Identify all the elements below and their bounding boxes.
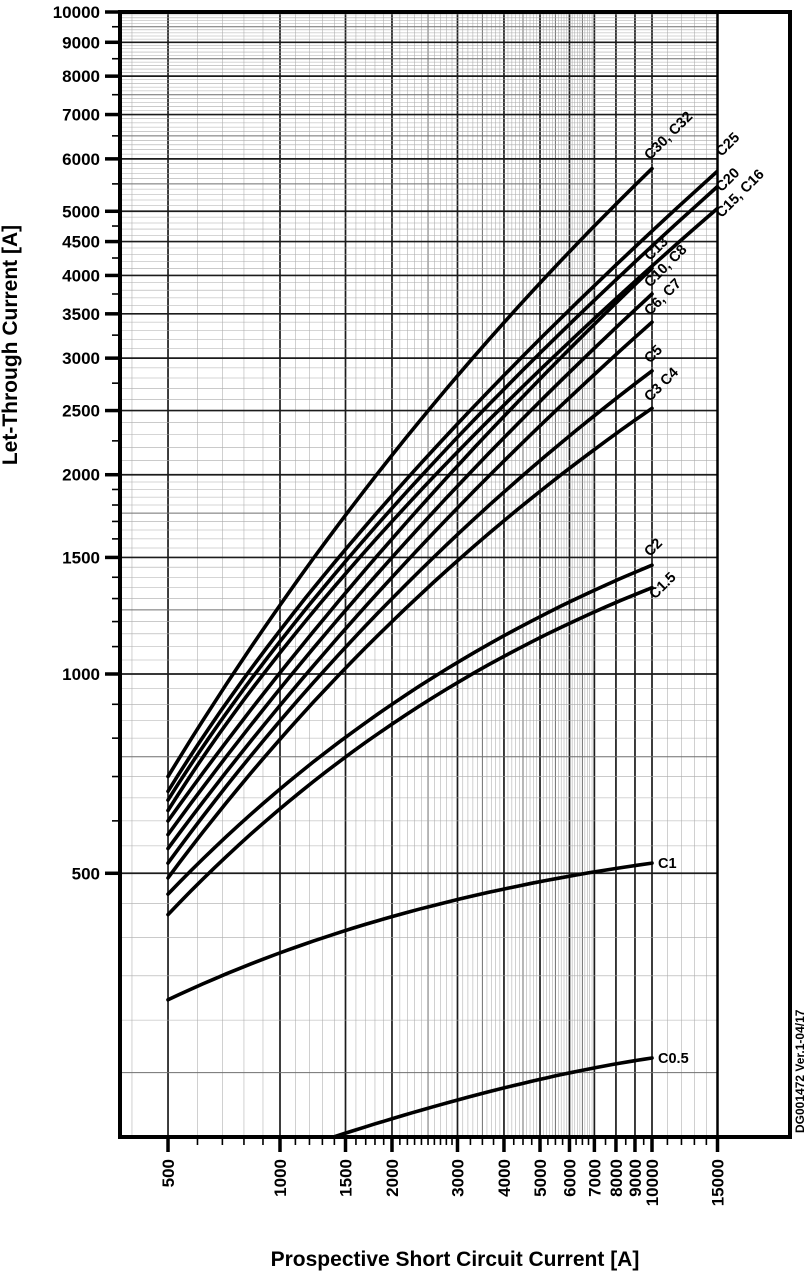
curve-c13 <box>166 266 654 823</box>
outer-border <box>118 10 792 1139</box>
y-tick-label: 2000 <box>62 466 100 485</box>
x-tick-label: 5000 <box>531 1159 550 1197</box>
y-tick-label: 3000 <box>62 349 100 368</box>
y-tick-label: 6000 <box>62 150 100 169</box>
x-tick-label: 3000 <box>449 1159 468 1197</box>
curve-c0.5 <box>332 1056 654 1137</box>
x-tick-label: 8000 <box>607 1159 626 1197</box>
curve-label-c0.5: C0.5 <box>658 1051 689 1067</box>
y-tick-label: 2500 <box>62 402 100 421</box>
curve-c10-c8 <box>166 292 654 837</box>
doc-ref-watermark: DG001472 Ver.1-04/17 <box>793 1009 807 1133</box>
curve-c5 <box>166 369 654 865</box>
curve-c15-c16 <box>166 206 718 813</box>
curve-c20 <box>166 184 718 802</box>
y-tick-label: 5000 <box>62 202 100 221</box>
plot-frame <box>118 10 792 1139</box>
curve-c3-c4 <box>166 406 654 880</box>
curve-c2 <box>166 563 654 896</box>
x-tick-label: 10000 <box>643 1159 662 1206</box>
curve-label-c5: C5 <box>642 342 666 366</box>
curve-c6-c7 <box>166 320 654 851</box>
curve-label-c2: C2 <box>642 536 666 560</box>
y-tick-label: 500 <box>72 864 100 883</box>
curve-label-c1: C1 <box>658 856 677 872</box>
y-axis-title: Let-Through Current [A] <box>0 225 22 465</box>
x-tick-label: 1500 <box>337 1159 356 1197</box>
x-tick-label: 1000 <box>271 1159 290 1197</box>
x-tick-label: 6000 <box>561 1159 580 1197</box>
y-tick-label: 4000 <box>62 266 100 285</box>
curve-c1.5 <box>166 585 654 917</box>
y-tick-label: 7000 <box>62 106 100 125</box>
x-tick-label: 500 <box>159 1159 178 1187</box>
y-tick-label: 9000 <box>62 33 100 52</box>
curve-c1 <box>166 861 654 1002</box>
y-tick-label: 3500 <box>62 305 100 324</box>
y-tick-label: 1000 <box>62 665 100 684</box>
x-axis-title: Prospective Short Circuit Current [A] <box>271 1248 640 1271</box>
curve-c30-c32 <box>166 166 654 779</box>
y-tick-label: 1500 <box>62 548 100 567</box>
x-tick-label: 9000 <box>626 1159 645 1197</box>
curve-c25 <box>166 169 718 794</box>
axis-ticks: 500 1000 1500 2000 2500 3000 3500 4000 4500 5000 6… <box>53 3 728 1206</box>
y-tick-label: 10000 <box>53 3 100 22</box>
x-tick-label: 15000 <box>709 1159 728 1206</box>
x-tick-label: 2000 <box>383 1159 402 1197</box>
y-tick-label: 4500 <box>62 233 100 252</box>
y-tick-label: 8000 <box>62 67 100 86</box>
curves <box>166 166 718 1137</box>
x-tick-label: 7000 <box>585 1159 604 1197</box>
x-tick-label: 4000 <box>495 1159 514 1197</box>
